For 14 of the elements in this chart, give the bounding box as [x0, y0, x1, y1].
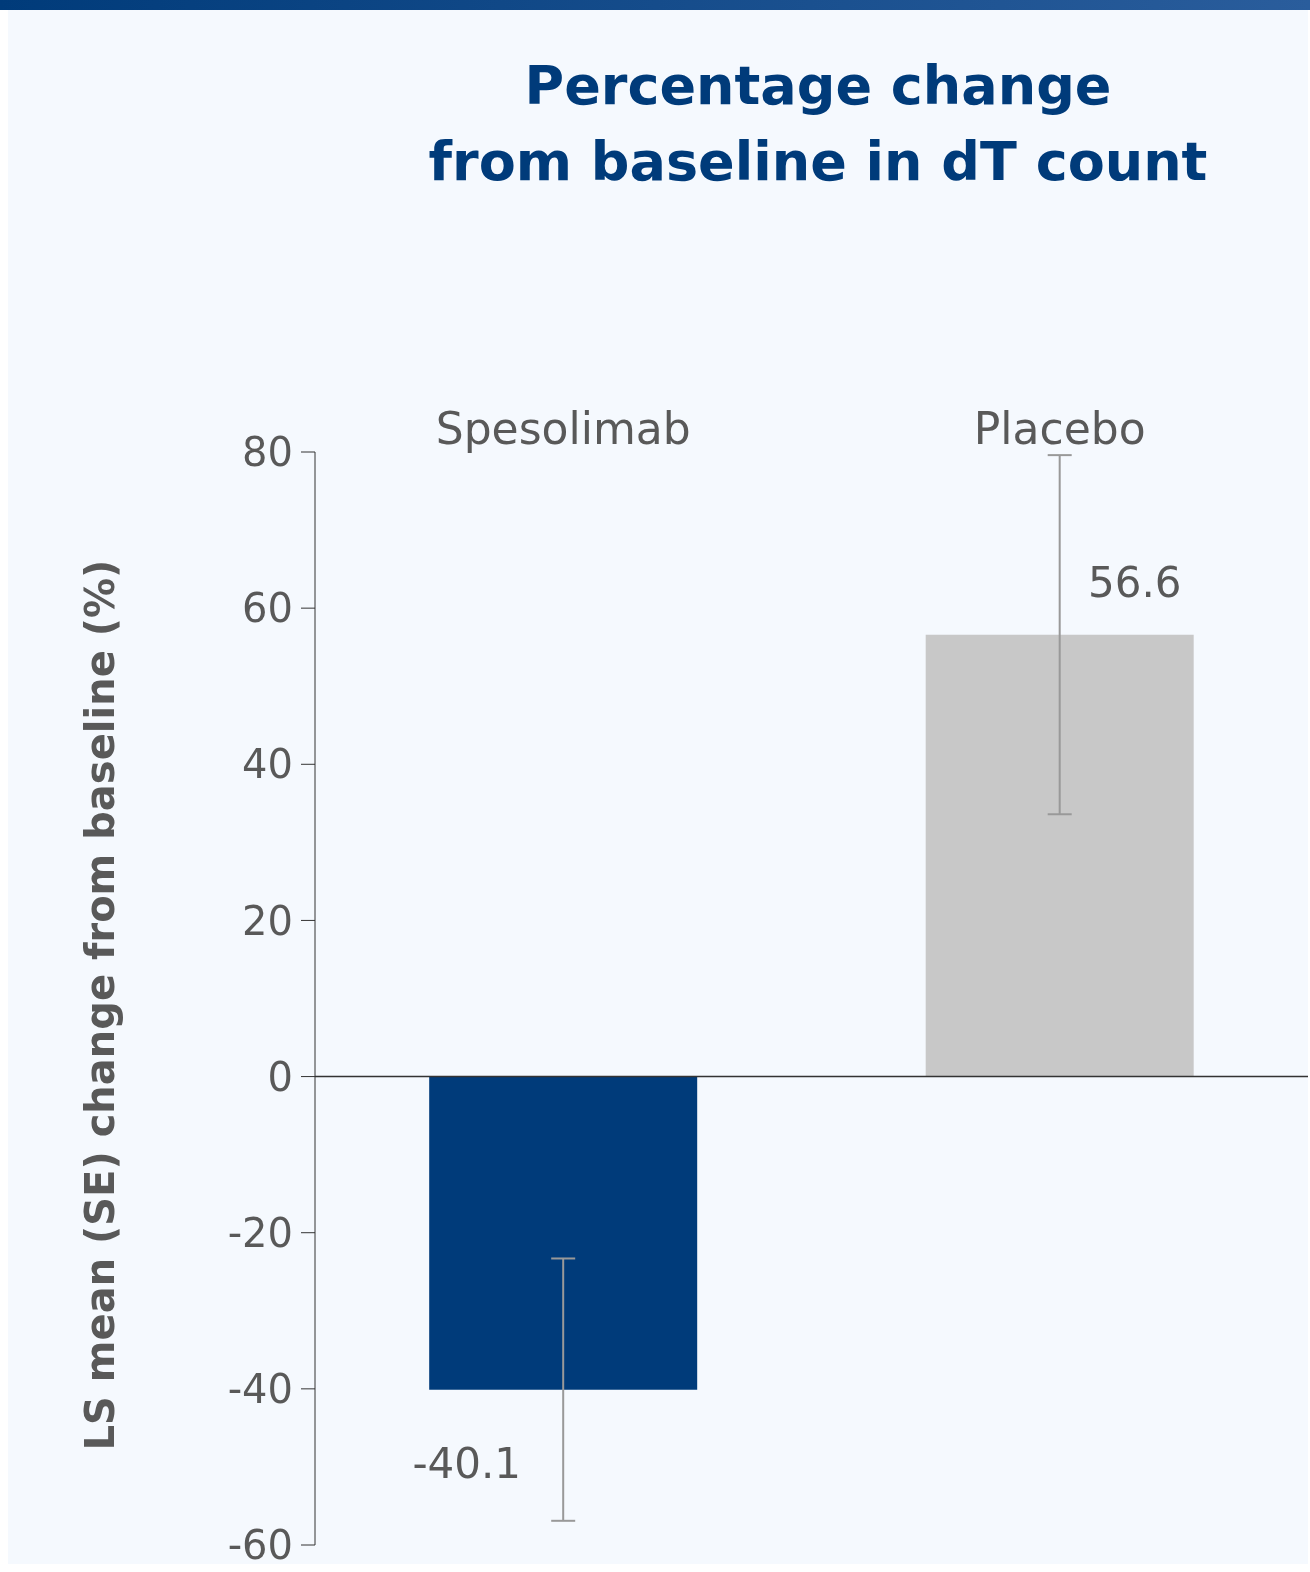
- x-tick-label: Spesolimab: [435, 403, 691, 454]
- data-label: -40.1: [412, 1438, 522, 1488]
- y-tick-label: -60: [227, 1522, 293, 1569]
- y-tick-label: -20: [227, 1209, 293, 1256]
- x-tick-label: Placebo: [973, 403, 1146, 454]
- y-axis-title: LS mean (SE) change from baseline (%): [76, 558, 124, 1453]
- y-tick-label: 0: [267, 1053, 293, 1100]
- y-tick-label: 20: [242, 897, 293, 944]
- y-tick-label: 40: [242, 741, 293, 788]
- data-label: 56.6: [1087, 557, 1182, 607]
- y-tick-label: 80: [242, 429, 293, 476]
- y-tick-label: 60: [242, 585, 293, 632]
- y-tick-label: -40: [227, 1366, 293, 1413]
- chart-title: Percentage change from baseline in dT count: [427, 53, 1209, 195]
